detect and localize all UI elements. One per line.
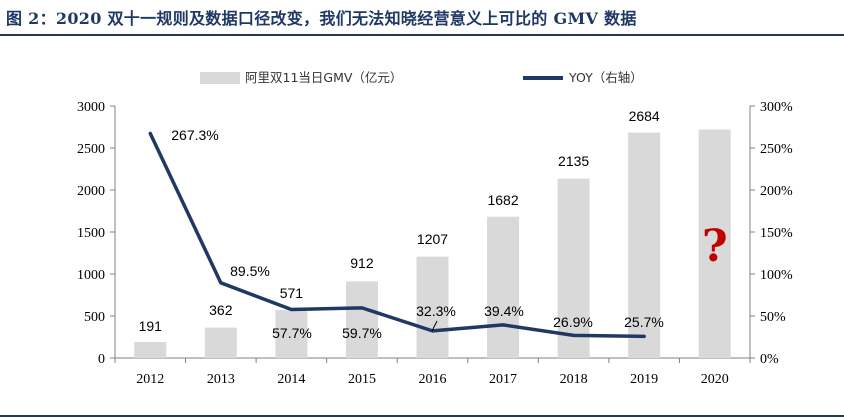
x-tick-label: 2019 [630,372,658,387]
gmv-bar [275,310,308,358]
bar-value-label: 362 [209,302,233,318]
line-series [148,131,646,339]
gmv-bar [628,132,661,358]
title-rule [0,34,844,36]
bar-value-label: 2684 [629,108,660,124]
y-right-tick-label: 50% [760,310,786,325]
y-left-tick-label: 1500 [77,226,105,241]
yoy-value-label: 32.3% [416,303,456,319]
legend-bar-swatch [200,72,240,84]
y-right-tick-label: 0% [760,352,779,367]
data-labels: 191 362 571 912 1207 1682 2135 2684 267.3% 89.5% 5… [139,108,664,341]
y-left-tick-label: 3000 [77,100,105,115]
bar-value-label: 2135 [558,153,589,169]
yoy-value-label: 59.7% [342,325,382,341]
bar-value-label: 191 [139,318,163,334]
yoy-value-label: 57.7% [272,325,312,341]
x-tick-label: 2013 [207,372,235,387]
y-left-tick-label: 0 [98,352,105,367]
bar-value-label: 1207 [417,231,448,247]
yoy-value-label: 25.7% [624,314,664,330]
legend-line-swatch [523,76,563,80]
bar-series: ? [134,129,731,358]
yoy-value-label: 39.4% [484,303,524,319]
x-tick-label: 2015 [348,372,376,387]
legend-line-label: YOY（右轴） [568,70,643,85]
label-leader-line [431,320,438,332]
gmv-bar [134,341,167,358]
unknown-annotation: ? [702,221,728,272]
y-right-tick-label: 100% [760,268,793,283]
figure-title: 图 2：2020 双十一规则及数据口径改变，我们无法知晓经营意义上可比的 GMV… [6,9,637,28]
legend-bar-label: 阿里双11当日GMV（亿元） [245,70,402,85]
y-right-tick-label: 150% [760,226,793,241]
x-tick-label: 2012 [136,372,164,387]
gmv-bar [416,256,449,358]
y-left-tick-label: 2000 [77,184,105,199]
axes: 0 500 1000 1500 2000 2500 3000 0% 50% 100% 150% 200… [77,100,793,387]
x-tick-label: 2014 [277,372,305,387]
x-tick-label: 2017 [489,372,517,387]
yoy-value-label: 267.3% [171,127,218,143]
x-tick-label: 2016 [419,372,447,387]
yoy-line [148,131,646,339]
y-left-tick-label: 1000 [77,268,105,283]
legend: 阿里双11当日GMV（亿元） YOY（右轴） [200,70,643,85]
gmv-bar [487,216,520,358]
y-left-tick-label: 2500 [77,142,105,157]
yoy-value-label: 89.5% [230,263,270,279]
bar-value-label: 1682 [487,192,518,208]
y-right-tick-label: 200% [760,184,793,199]
bottom-rule [0,415,844,417]
bar-value-label: 912 [350,255,374,271]
x-tick-label: 2020 [701,372,729,387]
yoy-value-label: 26.9% [553,314,593,330]
x-tick-label: 2018 [560,372,588,387]
gmv-bar [345,281,378,358]
y-left-tick-label: 500 [84,310,105,325]
gmv-bar [557,178,590,358]
y-right-tick-label: 300% [760,100,793,115]
gmv-bar [204,327,237,358]
bar-value-label: 571 [280,285,304,301]
gmv-bar-unknown [698,129,731,358]
y-right-tick-label: 250% [760,142,793,157]
